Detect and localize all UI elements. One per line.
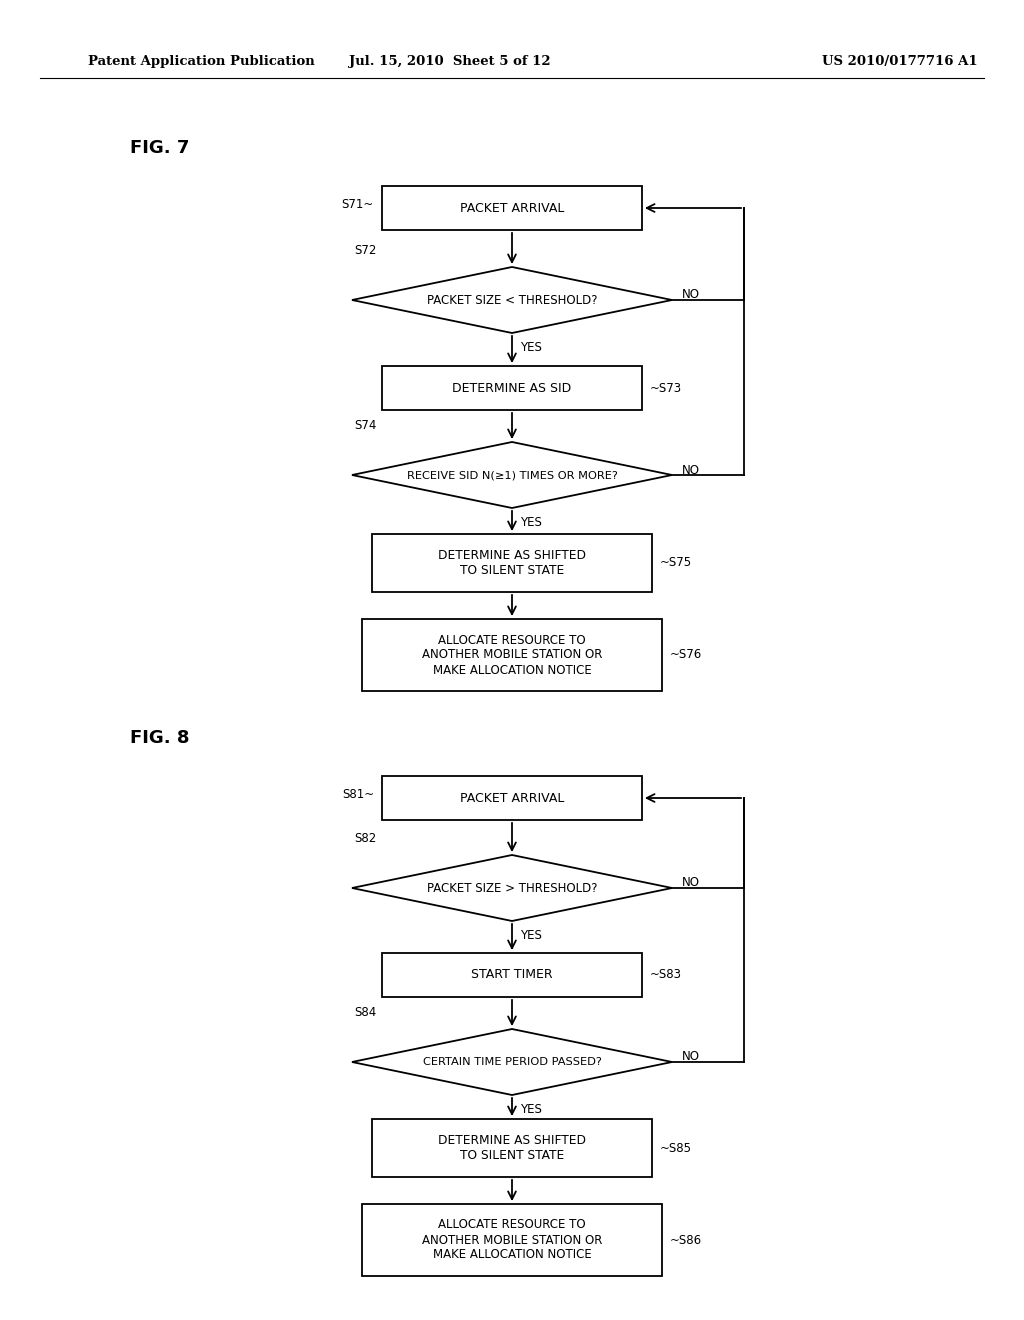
Bar xyxy=(362,619,662,690)
Bar xyxy=(382,953,642,997)
Text: START TIMER: START TIMER xyxy=(471,969,553,982)
Text: FIG. 8: FIG. 8 xyxy=(130,729,189,747)
Text: DETERMINE AS SHIFTED
TO SILENT STATE: DETERMINE AS SHIFTED TO SILENT STATE xyxy=(438,1134,586,1162)
Text: YES: YES xyxy=(520,516,542,529)
Text: S74: S74 xyxy=(354,418,377,432)
Text: NO: NO xyxy=(682,1051,700,1064)
Text: S84: S84 xyxy=(354,1006,376,1019)
Text: NO: NO xyxy=(682,289,700,301)
Text: ~S73: ~S73 xyxy=(650,381,682,395)
Text: Jul. 15, 2010  Sheet 5 of 12: Jul. 15, 2010 Sheet 5 of 12 xyxy=(349,55,551,69)
Text: CERTAIN TIME PERIOD PASSED?: CERTAIN TIME PERIOD PASSED? xyxy=(423,1057,601,1067)
Bar xyxy=(382,186,642,230)
Bar xyxy=(372,1119,652,1177)
Text: ~S86: ~S86 xyxy=(670,1233,702,1246)
Text: S82: S82 xyxy=(354,832,376,845)
Text: PACKET SIZE < THRESHOLD?: PACKET SIZE < THRESHOLD? xyxy=(427,293,597,306)
Text: PACKET ARRIVAL: PACKET ARRIVAL xyxy=(460,202,564,214)
Text: ALLOCATE RESOURCE TO
ANOTHER MOBILE STATION OR
MAKE ALLOCATION NOTICE: ALLOCATE RESOURCE TO ANOTHER MOBILE STAT… xyxy=(422,634,602,676)
Text: ~S83: ~S83 xyxy=(650,969,682,982)
Text: YES: YES xyxy=(520,1104,542,1115)
Text: DETERMINE AS SID: DETERMINE AS SID xyxy=(453,381,571,395)
Text: S72: S72 xyxy=(354,244,377,257)
Text: ALLOCATE RESOURCE TO
ANOTHER MOBILE STATION OR
MAKE ALLOCATION NOTICE: ALLOCATE RESOURCE TO ANOTHER MOBILE STAT… xyxy=(422,1218,602,1262)
Polygon shape xyxy=(352,442,672,508)
Bar xyxy=(382,776,642,820)
Text: RECEIVE SID N(≥1) TIMES OR MORE?: RECEIVE SID N(≥1) TIMES OR MORE? xyxy=(407,470,617,480)
Text: Patent Application Publication: Patent Application Publication xyxy=(88,55,314,69)
Text: S81~: S81~ xyxy=(342,788,374,800)
Text: FIG. 7: FIG. 7 xyxy=(130,139,189,157)
Bar xyxy=(372,535,652,591)
Text: NO: NO xyxy=(682,463,700,477)
Text: ~S76: ~S76 xyxy=(670,648,702,661)
Text: ~S85: ~S85 xyxy=(660,1142,692,1155)
Polygon shape xyxy=(352,1030,672,1096)
Bar xyxy=(362,1204,662,1276)
Text: ~S75: ~S75 xyxy=(660,557,692,569)
Text: DETERMINE AS SHIFTED
TO SILENT STATE: DETERMINE AS SHIFTED TO SILENT STATE xyxy=(438,549,586,577)
Polygon shape xyxy=(352,855,672,921)
Text: US 2010/0177716 A1: US 2010/0177716 A1 xyxy=(822,55,978,69)
Polygon shape xyxy=(352,267,672,333)
Text: YES: YES xyxy=(520,929,542,942)
Text: NO: NO xyxy=(682,876,700,890)
Text: YES: YES xyxy=(520,341,542,354)
Text: S71~: S71~ xyxy=(342,198,374,210)
Text: PACKET ARRIVAL: PACKET ARRIVAL xyxy=(460,792,564,804)
Text: PACKET SIZE > THRESHOLD?: PACKET SIZE > THRESHOLD? xyxy=(427,882,597,895)
Bar xyxy=(382,366,642,411)
